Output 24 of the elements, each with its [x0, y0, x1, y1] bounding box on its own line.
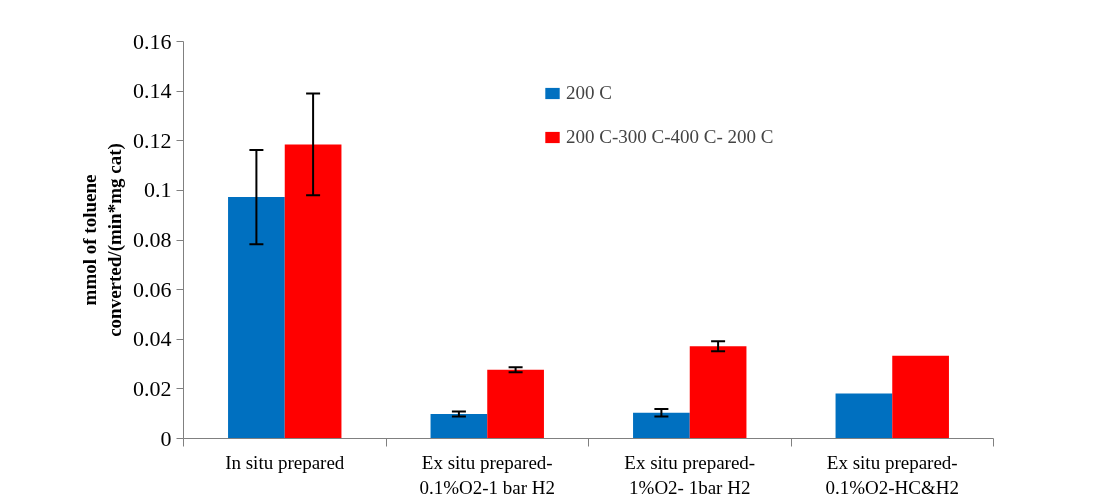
legend-label: 200 C — [566, 82, 612, 104]
bar — [892, 355, 949, 439]
y-tick-label: 0.02 — [133, 375, 172, 401]
y-tick-label: 0 — [160, 425, 172, 451]
x-tick-label: Ex situ prepared- 0.1%O2-1 bar H2 — [419, 451, 556, 498]
x-tick-label: In situ prepared — [225, 451, 345, 473]
y-tick-label: 0.16 — [133, 28, 172, 54]
x-tick-label: Ex situ prepared- 0.1%O2-HC&H2 — [825, 451, 960, 498]
y-tick-label: 0.06 — [133, 276, 172, 302]
bar — [633, 412, 690, 439]
bar — [487, 369, 544, 439]
legend-label: 200 C-300 C-400 C- 200 C — [566, 126, 774, 148]
bar — [689, 346, 747, 439]
bar — [430, 413, 488, 439]
x-tick-label: Ex situ prepared- 1%O2- 1bar H2 — [624, 451, 756, 498]
y-axis-title: mmol of toluene converted/(min*mg cat) — [78, 143, 126, 337]
bar — [835, 393, 893, 439]
y-tick-label: 0.1 — [144, 177, 172, 203]
y-tick-label: 0.08 — [133, 227, 172, 252]
bar — [284, 144, 342, 439]
y-tick-label: 0.04 — [133, 326, 172, 352]
y-tick-label: 0.14 — [133, 78, 172, 104]
bar — [228, 197, 285, 439]
y-tick-label: 0.12 — [133, 127, 172, 153]
